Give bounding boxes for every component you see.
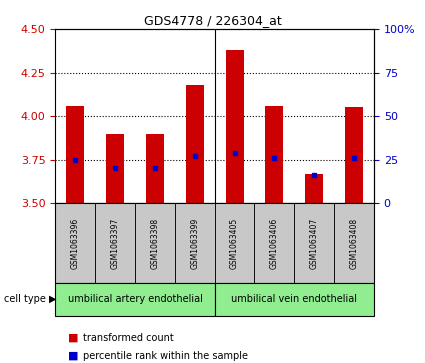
- Bar: [106, 134, 124, 203]
- Bar: [66, 106, 84, 203]
- Bar: [305, 174, 323, 203]
- Text: GSM1063396: GSM1063396: [71, 217, 79, 269]
- Text: GSM1063399: GSM1063399: [190, 217, 199, 269]
- Text: percentile rank within the sample: percentile rank within the sample: [83, 351, 248, 361]
- Bar: [345, 107, 363, 203]
- Bar: [266, 106, 283, 203]
- Text: umbilical artery endothelial: umbilical artery endothelial: [68, 294, 202, 305]
- Text: cell type ▶: cell type ▶: [4, 294, 57, 305]
- Text: GSM1063408: GSM1063408: [350, 218, 359, 269]
- Text: ■: ■: [68, 351, 79, 361]
- Text: ■: ■: [68, 333, 79, 343]
- Text: GSM1063405: GSM1063405: [230, 217, 239, 269]
- Text: GSM1063407: GSM1063407: [310, 217, 319, 269]
- Text: transformed count: transformed count: [83, 333, 174, 343]
- Text: GSM1063398: GSM1063398: [150, 218, 159, 269]
- Text: GSM1063397: GSM1063397: [110, 217, 119, 269]
- Bar: [186, 85, 204, 203]
- Text: umbilical vein endothelial: umbilical vein endothelial: [231, 294, 357, 305]
- Text: GDS4778 / 226304_at: GDS4778 / 226304_at: [144, 15, 281, 28]
- Bar: [226, 50, 244, 203]
- Bar: [146, 134, 164, 203]
- Text: GSM1063406: GSM1063406: [270, 217, 279, 269]
